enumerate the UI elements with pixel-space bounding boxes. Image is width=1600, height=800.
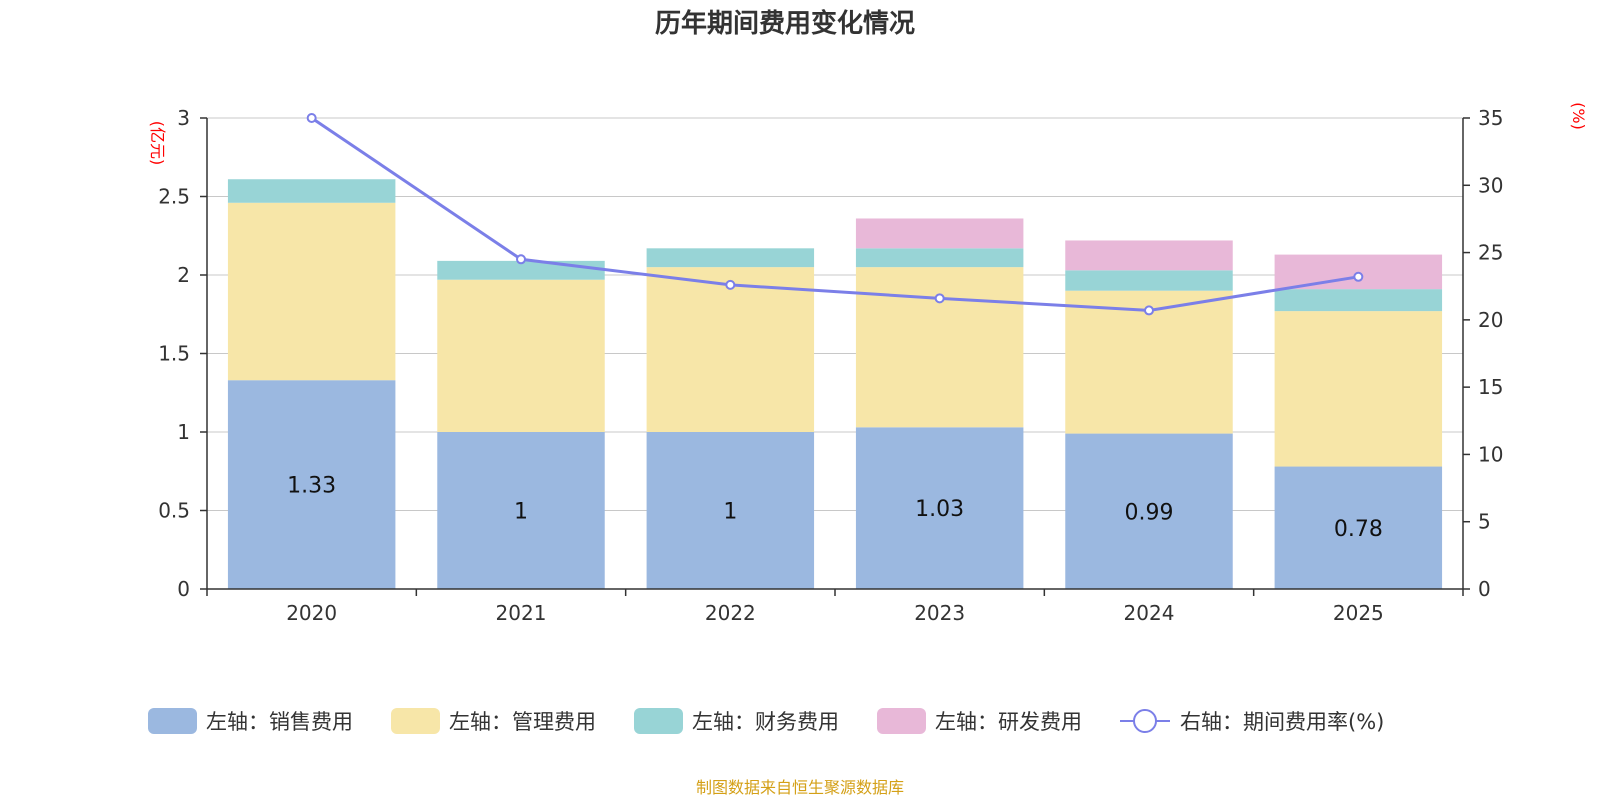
- bar-segment: [1274, 311, 1443, 467]
- legend-label: 左轴：销售费用: [206, 710, 353, 734]
- bar-segment: [227, 202, 396, 381]
- x-tick-label: 2023: [914, 601, 965, 625]
- x-tick-label: 2025: [1333, 601, 1384, 625]
- legend-label: 左轴：研发费用: [935, 710, 1082, 734]
- bar-value-label: 1: [723, 500, 737, 525]
- bars: [227, 179, 1443, 589]
- bar-value-label: 1.33: [287, 474, 336, 499]
- bar-segment: [646, 248, 815, 268]
- bar-segment: [1274, 466, 1443, 589]
- bar-segment: [1065, 270, 1233, 291]
- bar-segment: [646, 267, 815, 432]
- bar-segment: [855, 218, 1024, 249]
- right-tick-label: 25: [1478, 241, 1503, 265]
- rate-point: [934, 293, 945, 304]
- chart-title: 历年期间费用变化情况: [655, 8, 915, 39]
- rate-point: [725, 279, 736, 290]
- right-tick-label: 20: [1478, 308, 1503, 332]
- legend-label: 左轴：管理费用: [449, 710, 596, 734]
- bar-segment: [437, 279, 605, 432]
- bar-segment: [1065, 433, 1233, 589]
- right-tick-label: 15: [1478, 375, 1503, 399]
- x-tick-label: 2024: [1124, 601, 1175, 625]
- rate-point: [516, 254, 526, 265]
- x-tick-label: 2021: [496, 601, 547, 625]
- right-axis-unit: (%): [1569, 102, 1588, 130]
- left-axis-unit: (亿元): [148, 121, 167, 166]
- rate-point: [1353, 271, 1364, 282]
- legend-swatch: [877, 708, 926, 734]
- bar-segment: [1065, 240, 1233, 271]
- x-tick-label: 2022: [705, 601, 756, 625]
- grid: [207, 117, 1463, 511]
- bar-segment: [227, 380, 396, 589]
- right-tick-label: 0: [1478, 577, 1491, 601]
- legend-circle-marker: [1133, 709, 1157, 733]
- bar-segment: [1274, 289, 1443, 312]
- rate-point: [306, 113, 317, 123]
- left-tick-label: 3: [177, 106, 190, 130]
- bar-value-label: 0.99: [1125, 500, 1174, 525]
- left-tick-label: 2.5: [158, 185, 190, 209]
- rate-line: [306, 113, 1364, 316]
- right-tick-label: 30: [1478, 173, 1503, 197]
- left-tick-label: 0.5: [158, 499, 190, 523]
- rate-point: [1144, 305, 1154, 316]
- rate-line-path: [310, 116, 1359, 312]
- left-tick-label: 0: [177, 577, 190, 601]
- right-tick-label: 10: [1478, 442, 1503, 466]
- bar-value-label: 1.03: [915, 497, 964, 522]
- legend-label: 左轴：财务费用: [692, 710, 839, 734]
- legend-label: 右轴：期间费用率(%): [1180, 710, 1384, 734]
- legend-swatch: [391, 708, 440, 734]
- bar-segment: [646, 432, 815, 589]
- left-tick-label: 2: [177, 263, 190, 287]
- bar-segment: [855, 427, 1024, 589]
- source-note: 制图数据来自恒生聚源数据库: [696, 778, 904, 797]
- legend-swatch: [148, 708, 197, 734]
- right-tick-label: 35: [1478, 106, 1503, 130]
- right-tick-label: 5: [1478, 510, 1491, 534]
- left-tick-label: 1: [177, 420, 190, 444]
- bar-value-label: 1: [514, 500, 528, 525]
- bar-value-label: 0.78: [1334, 517, 1383, 542]
- bar-segment: [855, 248, 1024, 268]
- bar-segment: [437, 432, 605, 589]
- left-tick-label: 1.5: [158, 342, 190, 366]
- bar-labels: 1.33 1 1 1.03 0.99 0.78: [287, 474, 1383, 542]
- bar-segment: [227, 179, 396, 203]
- legend: 左轴：销售费用 左轴：管理费用 左轴：财务费用 左轴：研发费用 右轴：期间费用率(%): [148, 708, 1384, 734]
- bar-segment: [855, 267, 1024, 428]
- legend-swatch: [634, 708, 683, 734]
- x-tick-label: 2020: [286, 601, 337, 625]
